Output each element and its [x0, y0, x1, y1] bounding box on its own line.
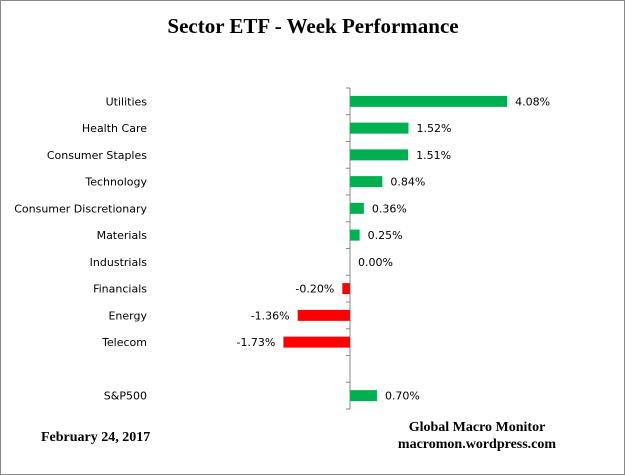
data-label: 1.52% — [417, 122, 452, 135]
data-label: 0.00% — [358, 256, 393, 269]
category-label: Materials — [97, 229, 148, 242]
category-label: Telecom — [101, 336, 147, 349]
data-label: 0.25% — [368, 229, 403, 242]
data-label: 1.51% — [416, 149, 451, 162]
data-label: 0.84% — [390, 176, 425, 189]
data-label: -1.73% — [236, 336, 275, 349]
date-label: February 24, 2017 — [41, 430, 150, 445]
bar — [283, 336, 350, 348]
data-label: 0.70% — [385, 390, 420, 403]
category-label: Consumer Staples — [47, 149, 147, 162]
bar — [342, 283, 350, 295]
category-label: Technology — [84, 176, 147, 189]
bar — [350, 202, 364, 214]
category-label: Health Care — [82, 122, 147, 135]
category-label: Energy — [108, 309, 147, 322]
bar — [350, 176, 383, 188]
category-label: Industrials — [90, 256, 148, 269]
bar — [350, 229, 360, 241]
chart-title: Sector ETF - Week Performance — [167, 14, 458, 38]
category-label: Utilities — [106, 95, 148, 108]
bar — [350, 122, 409, 134]
category-label: Consumer Discretionary — [14, 202, 147, 215]
bar — [350, 390, 377, 402]
data-label: -1.36% — [251, 309, 290, 322]
bar — [297, 309, 350, 321]
bar — [350, 149, 409, 161]
data-label: -0.20% — [295, 283, 334, 296]
data-label: 0.36% — [372, 202, 407, 215]
category-label: Financials — [93, 283, 147, 296]
category-label: S&P500 — [104, 390, 147, 403]
data-label: 4.08% — [515, 95, 550, 108]
source-name: Global Macro Monitor — [409, 420, 546, 435]
bar — [350, 95, 508, 107]
source-site: macromon.wordpress.com — [398, 437, 556, 452]
